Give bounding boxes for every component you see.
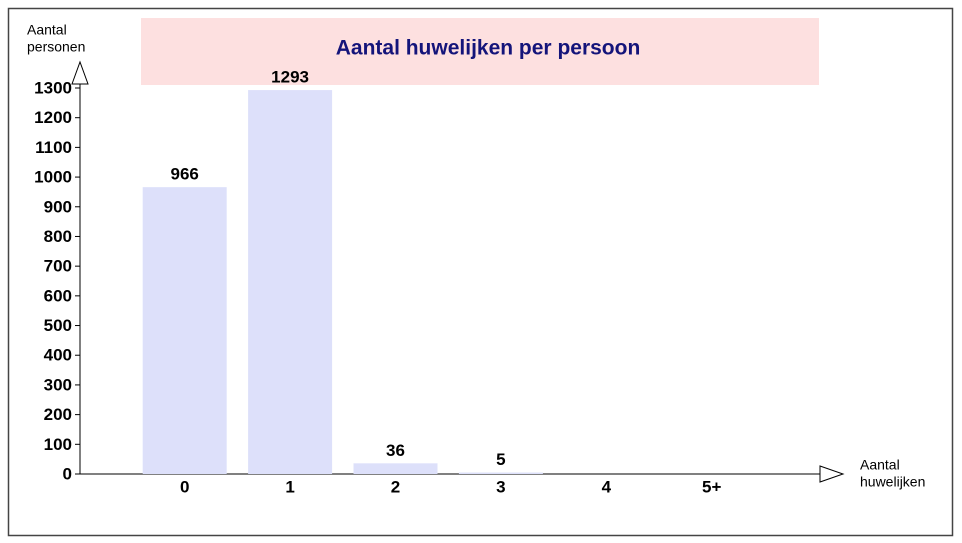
x-tick-label: 4 (602, 477, 612, 496)
bar (458, 472, 543, 474)
x-axis-label: Aantal (860, 457, 900, 473)
x-axis-arrow (819, 465, 845, 483)
bar (248, 90, 333, 474)
y-tick-label: 700 (44, 257, 72, 276)
y-tick-label: 1100 (35, 138, 72, 157)
y-tick-label: 800 (44, 227, 72, 246)
y-tick-label: 1300 (34, 78, 72, 97)
y-tick-label: 1200 (34, 108, 72, 127)
data-label: 966 (171, 165, 199, 184)
y-tick-label: 300 (44, 375, 72, 394)
y-tick-label: 100 (44, 435, 72, 454)
chart-title: Aantal huwelijken per persoon (336, 37, 641, 60)
y-tick-label: 600 (44, 286, 72, 305)
title-box (141, 18, 819, 85)
bar (353, 463, 438, 474)
data-label: 1293 (271, 68, 309, 87)
y-tick-label: 200 (44, 405, 72, 424)
data-label: 36 (386, 441, 405, 460)
x-tick-label: 2 (391, 477, 400, 496)
y-tick-label: 400 (44, 346, 72, 365)
x-tick-label: 1 (285, 477, 294, 496)
y-tick-label: 900 (44, 197, 72, 216)
x-tick-label: 0 (180, 477, 189, 496)
y-axis-label: Aantal (27, 22, 67, 38)
y-tick-label: 0 (63, 464, 72, 483)
y-axis-label: personen (27, 39, 85, 55)
x-axis-label: huwelijken (860, 474, 925, 490)
y-tick-label: 1000 (34, 168, 72, 187)
bar (142, 187, 227, 474)
y-axis-arrow (71, 60, 89, 85)
x-tick-label: 5+ (702, 477, 721, 496)
x-tick-label: 3 (496, 477, 505, 496)
data-label: 5 (496, 450, 505, 469)
y-tick-label: 500 (44, 316, 72, 335)
